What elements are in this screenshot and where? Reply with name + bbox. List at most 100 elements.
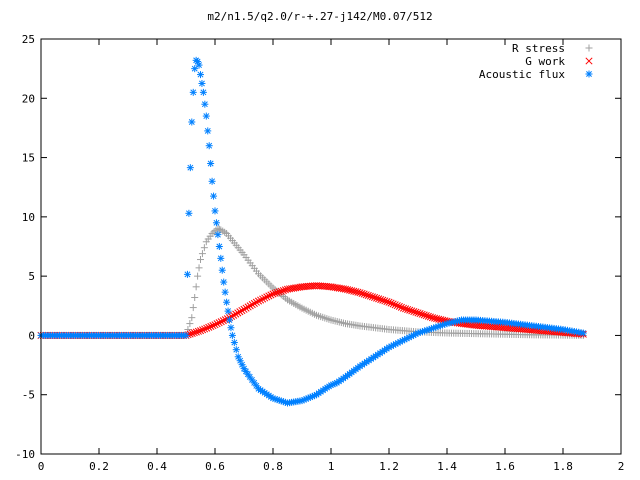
data-point bbox=[196, 327, 205, 335]
data-point bbox=[226, 316, 233, 324]
data-point bbox=[397, 303, 405, 311]
data-point bbox=[236, 308, 244, 316]
data-point bbox=[420, 311, 428, 319]
y-tick-label: -5 bbox=[22, 389, 35, 402]
data-point bbox=[259, 295, 267, 303]
data-point bbox=[208, 177, 216, 185]
data-point bbox=[275, 288, 283, 296]
data-point bbox=[203, 324, 211, 332]
data-point bbox=[269, 290, 277, 298]
data-point bbox=[364, 291, 372, 300]
data-point bbox=[201, 100, 209, 108]
data-point bbox=[431, 314, 439, 322]
data-point bbox=[404, 305, 412, 314]
data-point bbox=[211, 207, 219, 215]
data-point bbox=[183, 270, 191, 278]
x-tick-label: 0 bbox=[38, 460, 45, 473]
data-point bbox=[424, 312, 432, 320]
data-point bbox=[214, 225, 222, 233]
data-point bbox=[224, 307, 232, 315]
data-point bbox=[210, 192, 218, 200]
data-point bbox=[232, 346, 240, 354]
data-point bbox=[391, 301, 399, 309]
data-point bbox=[346, 286, 354, 294]
legend-label: R stress bbox=[512, 42, 565, 55]
data-point bbox=[344, 286, 352, 294]
data-point bbox=[194, 327, 202, 335]
data-point bbox=[201, 325, 209, 333]
data-point bbox=[240, 305, 248, 313]
chart-title: m2/n1.5/q2.0/r-+.27-j142/M0.07/512 bbox=[207, 10, 432, 23]
data-point bbox=[198, 79, 206, 87]
data-point bbox=[217, 318, 225, 326]
data-point bbox=[215, 243, 223, 250]
data-point bbox=[366, 292, 374, 300]
y-tick-label: 15 bbox=[22, 152, 35, 165]
x-tick-label: 0.2 bbox=[89, 460, 109, 473]
data-point bbox=[211, 321, 219, 329]
x-tick-label: 1.4 bbox=[437, 460, 457, 473]
series-acoustic-flux bbox=[37, 56, 587, 407]
data-point bbox=[191, 65, 199, 73]
data-point bbox=[383, 297, 391, 306]
data-point bbox=[195, 264, 203, 272]
data-point bbox=[273, 289, 281, 297]
data-point bbox=[341, 285, 350, 293]
data-point bbox=[192, 283, 200, 291]
y-tick-label: 25 bbox=[22, 33, 35, 46]
data-point bbox=[207, 160, 215, 167]
data-point bbox=[360, 290, 368, 298]
y-tick-label: 10 bbox=[22, 211, 35, 224]
data-point bbox=[354, 288, 362, 296]
data-point bbox=[368, 293, 376, 301]
data-point bbox=[238, 306, 246, 315]
data-point bbox=[387, 299, 395, 307]
data-point bbox=[204, 127, 212, 135]
data-point bbox=[416, 310, 424, 318]
data-point bbox=[375, 295, 383, 303]
data-point bbox=[205, 323, 213, 331]
data-point bbox=[277, 287, 285, 295]
data-point bbox=[412, 308, 420, 316]
data-point bbox=[250, 299, 258, 307]
legend-label: Acoustic flux bbox=[479, 68, 565, 81]
data-point bbox=[381, 297, 389, 305]
data-point bbox=[410, 307, 418, 316]
y-tick-label: 5 bbox=[28, 270, 35, 283]
data-point bbox=[263, 293, 271, 301]
data-point bbox=[186, 164, 194, 172]
data-point bbox=[402, 305, 410, 313]
data-point bbox=[191, 293, 199, 301]
x-tick-label: 1 bbox=[328, 460, 335, 473]
y-tick-label: 20 bbox=[22, 92, 35, 105]
data-point bbox=[219, 317, 227, 325]
data-point bbox=[352, 288, 360, 296]
data-point bbox=[221, 288, 229, 296]
data-point bbox=[389, 300, 397, 308]
data-point bbox=[186, 330, 194, 338]
data-point bbox=[358, 289, 366, 297]
data-point bbox=[377, 295, 385, 304]
y-tick-labels: -10 -5 0 5 10 15 20 25 bbox=[15, 33, 35, 461]
data-point bbox=[414, 309, 422, 317]
data-point bbox=[261, 294, 269, 302]
data-point bbox=[202, 112, 210, 120]
data-point bbox=[215, 319, 223, 327]
data-point bbox=[356, 289, 364, 297]
x-tick-labels: 0 0.2 0.4 0.6 0.8 1 1.2 1.4 1.6 1.8 2 bbox=[38, 460, 625, 473]
data-point bbox=[406, 306, 414, 314]
data-point bbox=[209, 322, 217, 330]
data-point bbox=[254, 297, 263, 305]
data-point bbox=[422, 312, 430, 320]
data-point bbox=[395, 302, 403, 311]
data-point bbox=[373, 294, 381, 302]
data-point bbox=[189, 88, 197, 96]
x-tick-label: 1.6 bbox=[495, 460, 515, 473]
data-point bbox=[370, 293, 379, 302]
data-point bbox=[385, 298, 393, 306]
data-point bbox=[195, 61, 203, 69]
data-point bbox=[205, 142, 213, 150]
data-point bbox=[227, 324, 235, 332]
